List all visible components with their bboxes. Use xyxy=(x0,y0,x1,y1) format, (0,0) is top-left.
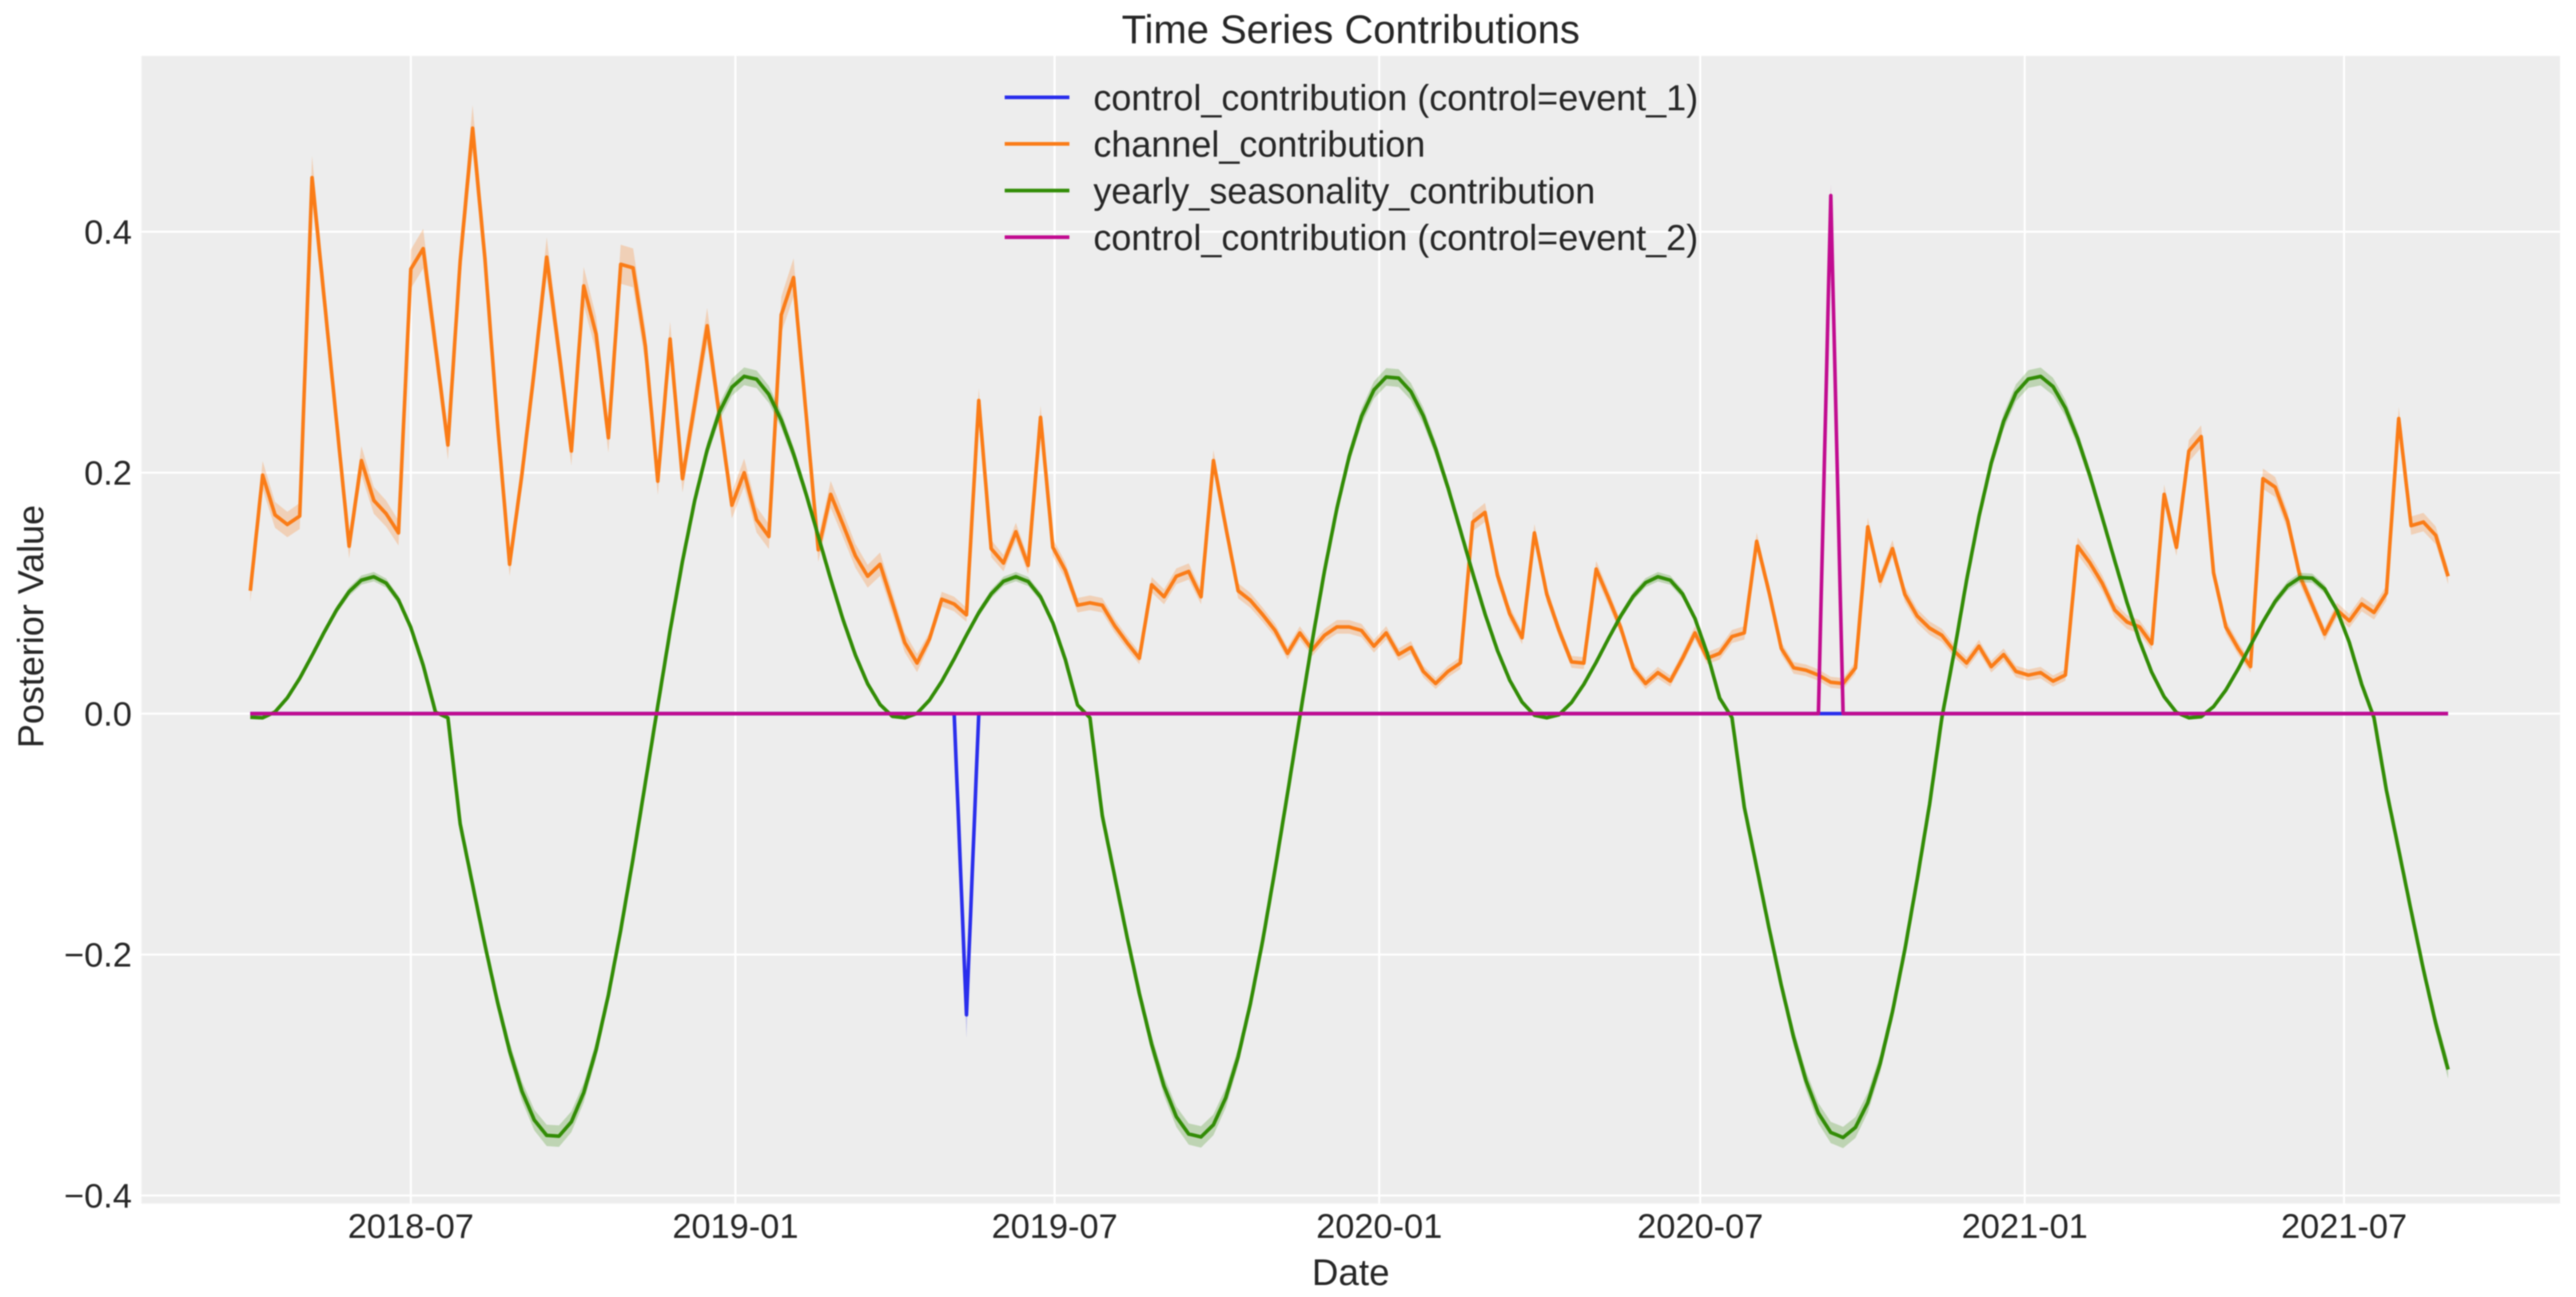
svg-text:Date: Date xyxy=(1312,1251,1389,1293)
svg-text:−0.2: −0.2 xyxy=(64,937,132,975)
svg-text:0.0: 0.0 xyxy=(84,695,132,734)
svg-text:2019-01: 2019-01 xyxy=(672,1207,798,1246)
svg-text:yearly_seasonality_contributio: yearly_seasonality_contribution xyxy=(1093,170,1595,211)
svg-text:2019-07: 2019-07 xyxy=(992,1207,1118,1246)
svg-text:0.4: 0.4 xyxy=(84,213,132,252)
svg-text:control_contribution (control=: control_contribution (control=event_1) xyxy=(1093,78,1698,118)
svg-text:0.2: 0.2 xyxy=(84,455,132,493)
svg-text:2020-07: 2020-07 xyxy=(1637,1207,1763,1246)
svg-text:control_contribution (control=: control_contribution (control=event_2) xyxy=(1093,217,1698,258)
svg-text:2018-07: 2018-07 xyxy=(348,1207,474,1246)
svg-text:−0.4: −0.4 xyxy=(64,1177,132,1215)
svg-text:2020-01: 2020-01 xyxy=(1316,1207,1443,1246)
svg-text:channel_contribution: channel_contribution xyxy=(1093,124,1425,165)
svg-text:Posterior Value: Posterior Value xyxy=(10,505,51,748)
svg-text:2021-01: 2021-01 xyxy=(1961,1207,2088,1246)
svg-text:2021-07: 2021-07 xyxy=(2281,1207,2407,1246)
svg-text:Time Series Contributions: Time Series Contributions xyxy=(1121,7,1579,52)
